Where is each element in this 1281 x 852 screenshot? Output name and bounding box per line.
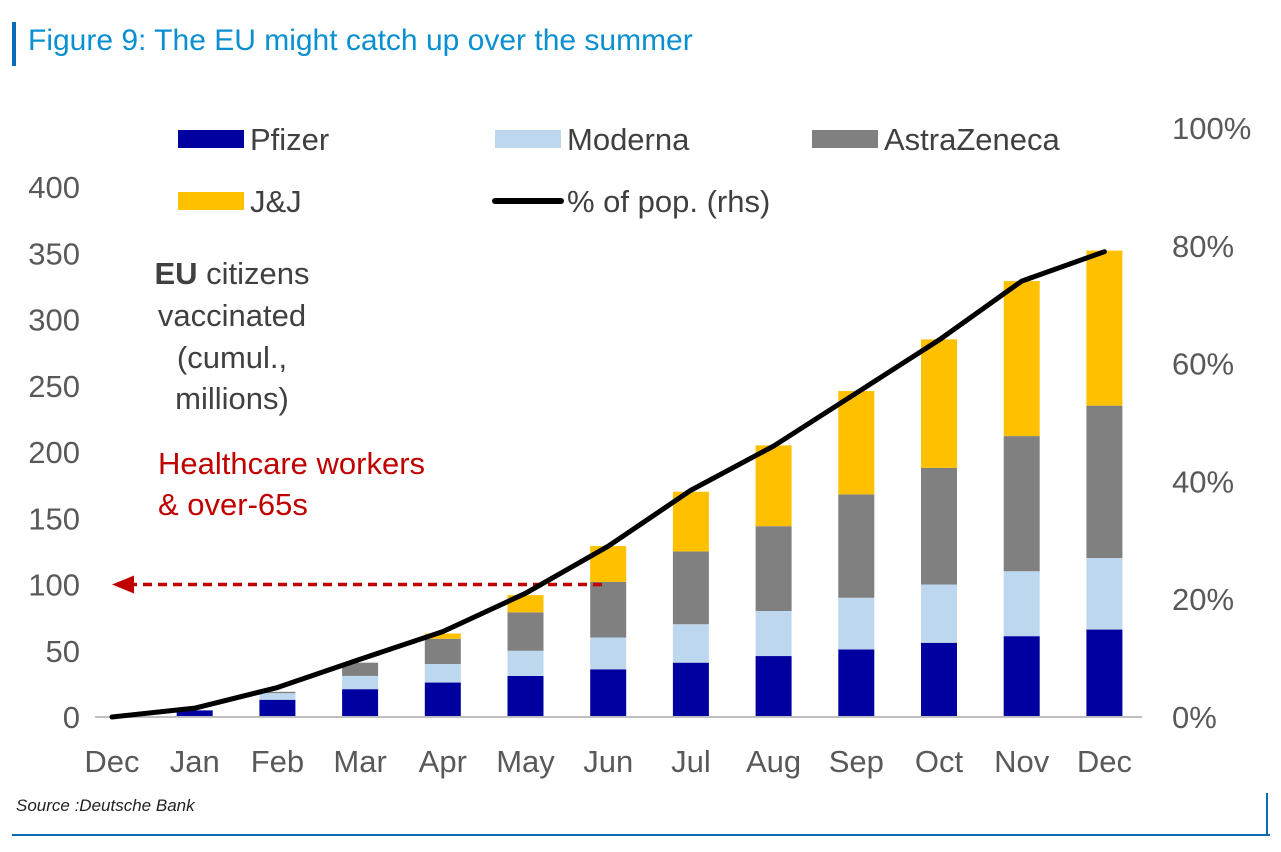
bar-segment-moderna	[921, 584, 957, 643]
x-tick-label: Aug	[746, 744, 801, 779]
chart-title: Figure 9: The EU might catch up over the…	[28, 24, 693, 57]
y-tick-label: 0	[63, 700, 80, 735]
x-tick-label: May	[496, 744, 555, 779]
bar-segment-pfizer	[424, 682, 461, 717]
bar-segment-moderna	[1086, 558, 1123, 630]
bar-segment-astrazeneca	[259, 691, 296, 694]
footer-rule-tick	[1266, 793, 1268, 835]
x-tick-label: Feb	[251, 744, 304, 779]
bar-segment-pfizer	[342, 689, 379, 717]
target-label-line-1: Healthcare workers	[158, 446, 425, 481]
y-tick-label: 100	[28, 568, 80, 603]
bar-segment-moderna	[838, 597, 875, 650]
bar-segment-astrazeneca	[1003, 436, 1040, 572]
y2-tick-label: 40%	[1172, 464, 1234, 499]
bar-segment-pfizer	[921, 642, 957, 717]
legend-swatch	[178, 130, 244, 148]
bar-segment-pfizer	[259, 699, 296, 717]
bar-segment-astrazeneca	[838, 494, 875, 598]
bar-segment-j-j	[672, 491, 709, 552]
legend-swatch	[812, 130, 878, 148]
bar-segment-pfizer	[1003, 636, 1040, 717]
bar-segment-j-j	[921, 339, 957, 468]
x-tick-label: Sep	[829, 744, 884, 779]
x-tick-label: Jun	[583, 744, 633, 779]
bar-segment-pfizer	[590, 669, 627, 717]
bar-segment-pfizer	[507, 675, 544, 717]
annotation-line-1: EU citizens	[154, 256, 309, 291]
target-label-line-2: & over-65s	[158, 487, 308, 522]
legend-label: Pfizer	[250, 122, 329, 157]
x-tick-label: Jul	[671, 744, 711, 779]
annotation-line-3: (cumul.,	[177, 340, 287, 375]
x-tick-label: Mar	[333, 744, 386, 779]
bar-segment-astrazeneca	[755, 526, 792, 611]
annotation-group: EU citizens vaccinated (cumul., millions…	[154, 256, 425, 522]
y-tick-label: 200	[28, 435, 80, 470]
bar-segment-astrazeneca	[342, 662, 379, 676]
bar-segment-astrazeneca	[424, 638, 461, 664]
bar-segment-astrazeneca	[590, 581, 627, 638]
x-tick-label: Apr	[419, 744, 467, 779]
y-tick-label: 350	[28, 236, 80, 271]
bar-segment-moderna	[507, 650, 544, 676]
y2-tick-label: 80%	[1172, 229, 1234, 264]
annotation-line-4: millions)	[175, 381, 289, 416]
x-tick-label: Dec	[84, 744, 139, 779]
bar-segment-pfizer	[755, 656, 792, 717]
bar-segment-astrazeneca	[1086, 405, 1123, 558]
annotation-line-2: vaccinated	[158, 298, 306, 333]
bar-segment-j-j	[424, 633, 461, 639]
bar-segment-moderna	[424, 664, 461, 683]
x-tick-label: Oct	[915, 744, 964, 779]
legend-label: Moderna	[567, 122, 690, 157]
bar-segment-astrazeneca	[672, 551, 709, 625]
y-tick-label: 400	[28, 170, 80, 205]
bar-segment-j-j	[838, 391, 875, 495]
legend-label: % of pop. (rhs)	[567, 184, 770, 219]
bar-segment-j-j	[755, 445, 792, 527]
bar-segment-astrazeneca	[921, 467, 957, 585]
legend-label: J&J	[250, 184, 302, 219]
bar-segment-moderna	[590, 637, 627, 670]
y2-tick-label: 100%	[1172, 111, 1251, 146]
bar-segment-moderna	[672, 624, 709, 663]
bar-segment-astrazeneca	[507, 612, 544, 651]
bar-segment-moderna	[259, 693, 296, 700]
legend-swatch	[178, 192, 244, 210]
target-arrowhead	[112, 575, 134, 594]
y2-tick-label: 0%	[1172, 700, 1217, 735]
x-tick-label: Nov	[994, 744, 1050, 779]
bar-segment-pfizer	[838, 649, 875, 717]
y2-tick-label: 60%	[1172, 347, 1234, 382]
bar-segment-moderna	[1003, 571, 1040, 637]
bar-segment-pfizer	[672, 662, 709, 717]
y-tick-label: 300	[28, 303, 80, 338]
x-tick-label: Jan	[170, 744, 220, 779]
source-note: Source :Deutsche Bank	[16, 796, 195, 815]
population-line	[109, 249, 1107, 720]
bar-segment-moderna	[342, 675, 379, 690]
y-tick-label: 50	[46, 634, 80, 669]
legend-swatch	[495, 130, 561, 148]
bar-segment-j-j	[1086, 250, 1123, 406]
bar-segment-pfizer	[1086, 629, 1123, 717]
bar-segment-pfizer	[176, 710, 213, 717]
title-accent-bar	[12, 22, 16, 66]
y-tick-label: 250	[28, 369, 80, 404]
x-tick-label: Dec	[1077, 744, 1132, 779]
legend-label: AstraZeneca	[884, 122, 1061, 157]
y-tick-label: 150	[28, 501, 80, 536]
bar-segment-j-j	[1003, 281, 1040, 437]
footer-rule	[12, 834, 1270, 836]
y2-tick-label: 20%	[1172, 582, 1234, 617]
bar-segment-moderna	[755, 611, 792, 657]
